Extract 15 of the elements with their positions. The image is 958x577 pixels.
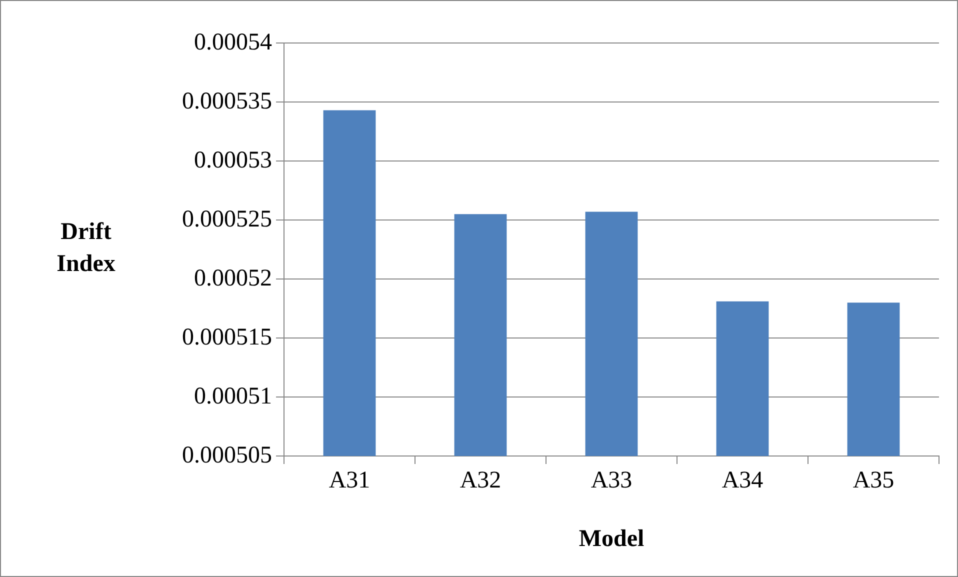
y-tick-label: 0.00051	[194, 383, 272, 410]
x-tick-label: A31	[328, 468, 370, 494]
y-tick-label: 0.000525	[182, 206, 272, 232]
x-tick-label: A33	[590, 468, 632, 494]
x-tick-label: A35	[852, 468, 894, 494]
y-tick-label: 0.000535	[182, 88, 272, 114]
y-axis-title: Drift Index	[56, 218, 116, 279]
y-tick-label: 0.00052	[194, 265, 272, 292]
y-tick-label: 0.00054	[194, 29, 272, 56]
y-tick-label: 0.000515	[182, 324, 272, 350]
y-tick-label: 0.00053	[194, 147, 272, 174]
x-tick-label: A32	[460, 468, 502, 494]
x-axis-title: Model	[578, 526, 644, 552]
x-tick-label: A34	[722, 468, 764, 494]
y-tick-label: 0.000505	[182, 442, 272, 468]
